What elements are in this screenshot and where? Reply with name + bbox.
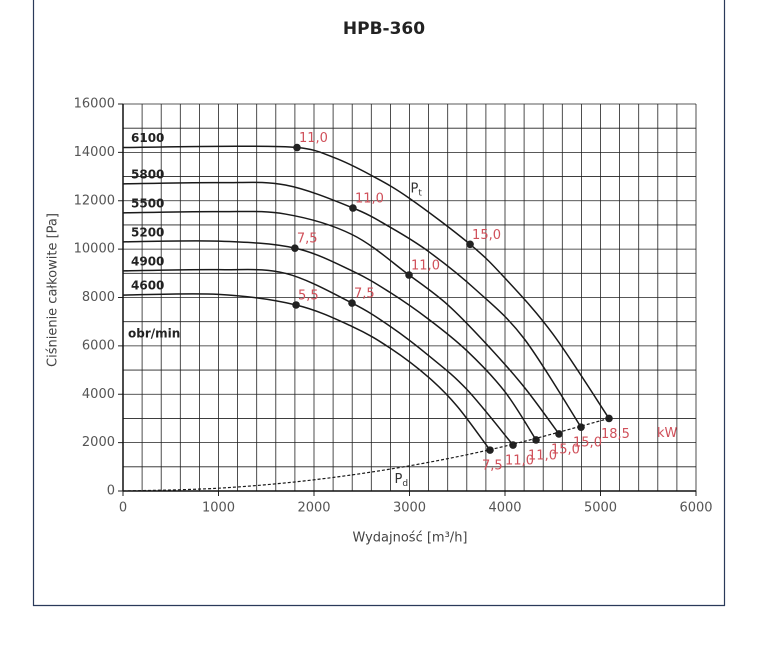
curve [122,181,582,428]
x-tick-label: 6000 [679,501,712,516]
series-label: 6100 [131,131,164,145]
power-point [466,240,474,249]
power-label: 7,5 [297,232,318,247]
power-label: 7,5 [354,287,375,302]
chart-title: HPB-360 [343,19,425,39]
power-point [532,436,540,444]
series-label: 4900 [131,254,164,268]
x-tick-label: 0 [119,501,127,516]
x-tick-label: 1000 [202,501,235,516]
curve [122,240,537,441]
y-tick-label: 2000 [82,435,115,450]
power-point [555,430,563,438]
power-label: 7,5 [482,459,503,474]
curve [122,268,514,446]
power-label: 11,0 [528,448,557,463]
power-point [349,204,357,212]
x-axis-label: Wydajność [m³/h] [352,531,467,546]
x-tick-label: 3000 [393,501,426,516]
power-label: 11,0 [299,131,328,146]
y-tick-label: 12000 [74,193,115,208]
x-tick-label: 5000 [584,501,617,516]
curve [122,210,560,435]
series-label: 4600 [131,279,164,293]
pt-label: Pt [411,181,423,198]
curve [122,417,610,492]
series-label: 5800 [131,167,164,181]
speed-unit: obr/min [128,327,180,341]
label-sub: t [418,188,422,198]
y-tick-label: 16000 [74,97,115,112]
label-sub: d [402,478,408,488]
power-label: 15,0 [551,442,580,457]
x-tick-label: 4000 [488,501,521,516]
power-label: 11,0 [505,454,534,469]
curve [122,293,491,451]
series-label: 5200 [131,225,164,239]
label-main: P [395,471,403,486]
power-point [605,414,613,423]
power-label: 15,0 [573,436,602,451]
pd-label: Pd [395,471,409,488]
y-tick-label: 14000 [74,145,115,160]
y-tick-label: 10000 [74,242,115,257]
y-tick-label: 4000 [82,387,115,402]
x-tick-label: 2000 [297,501,330,516]
power-label: 11,0 [355,192,384,207]
power-label: 11,0 [411,259,440,274]
power-label: 15,0 [472,228,501,243]
curve [122,145,610,419]
y-axis-label: Ciśnienie całkowite [Pa] [46,213,61,367]
label-main: P [411,181,419,196]
power-label: 18,5 [601,427,630,442]
power-point [291,244,299,252]
y-tick-label: 6000 [82,338,115,353]
power-point [348,299,356,307]
power-point [405,271,413,279]
power-label: 5,5 [298,288,319,303]
y-tick-label: 0 [107,484,115,499]
power-unit: kW [657,426,678,441]
power-point [293,143,301,152]
power-point [292,301,300,309]
y-tick-label: 8000 [82,290,115,305]
series-label: 5500 [131,196,164,210]
